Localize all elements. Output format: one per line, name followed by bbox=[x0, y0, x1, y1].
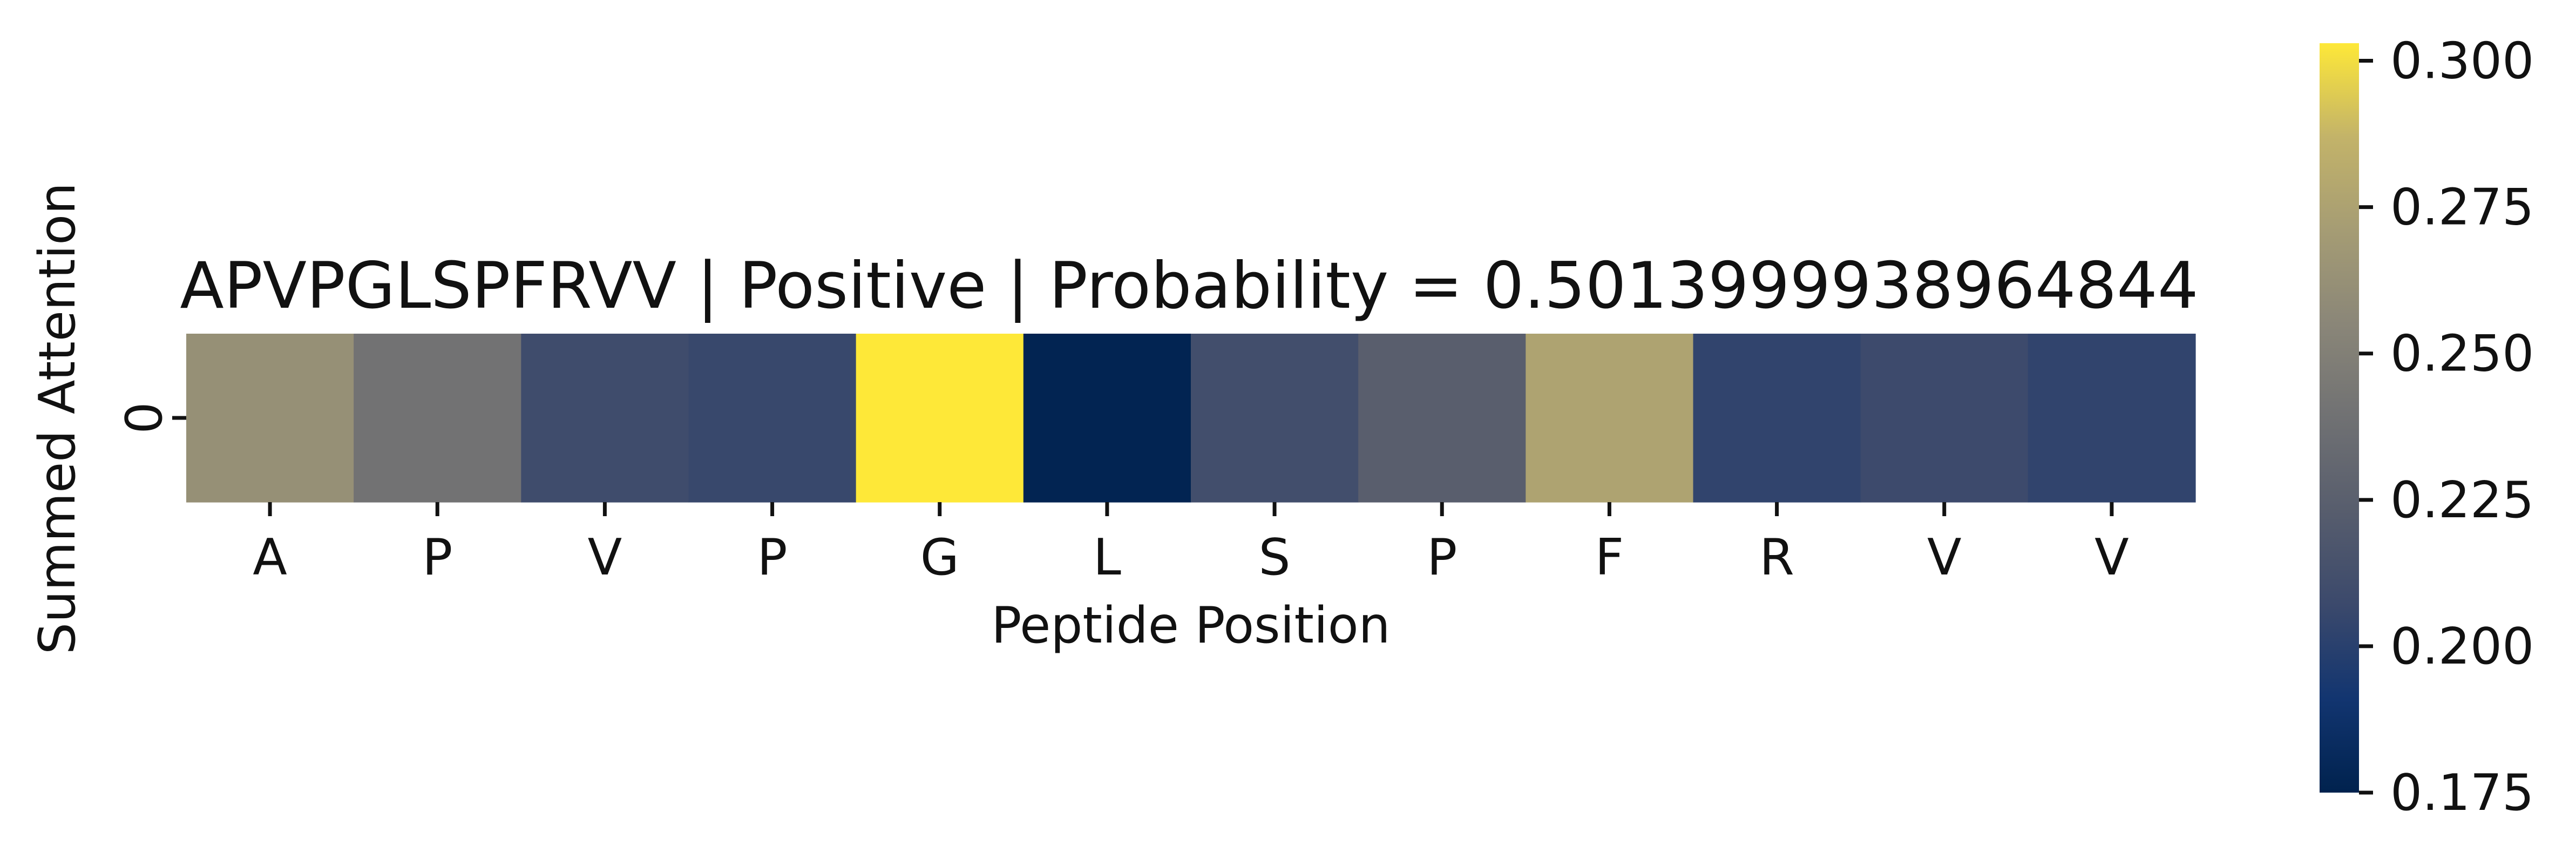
heatmap-cell bbox=[354, 334, 521, 503]
x-tick-label: A bbox=[253, 528, 287, 586]
x-tick-label: G bbox=[920, 528, 959, 586]
colorbar bbox=[2320, 43, 2359, 793]
x-tick-label: P bbox=[757, 528, 788, 586]
heatmap-cell bbox=[1693, 334, 1861, 503]
heatmap-cell bbox=[1860, 334, 2029, 503]
heatmap-cells bbox=[186, 334, 2196, 503]
x-tick-label: V bbox=[1927, 528, 1962, 586]
x-tick-label: V bbox=[588, 528, 622, 586]
y-axis-label: Summed Attention bbox=[28, 182, 86, 654]
heatmap-cell bbox=[521, 334, 689, 503]
x-axis-label: Peptide Position bbox=[991, 596, 1390, 654]
heatmap-cell bbox=[1191, 334, 1359, 503]
colorbar-tick-label: 0.200 bbox=[2390, 617, 2534, 675]
x-tick-label: F bbox=[1595, 528, 1624, 586]
colorbar-tick-label: 0.175 bbox=[2390, 763, 2534, 822]
colorbar-tick-label: 0.225 bbox=[2390, 471, 2534, 529]
colorbar-ticks: 0.175 0.200 0.225 0.250 0.275 0.300 bbox=[2359, 32, 2534, 822]
heatmap-cell bbox=[1023, 334, 1191, 503]
heatmap-cell bbox=[186, 334, 354, 503]
x-tick-label: R bbox=[1759, 528, 1794, 586]
x-tick-label: V bbox=[2094, 528, 2129, 586]
colorbar-tick-label: 0.250 bbox=[2390, 324, 2534, 383]
colorbar-tick-label: 0.275 bbox=[2390, 178, 2534, 236]
x-tick-label: P bbox=[422, 528, 452, 586]
x-tick-label: P bbox=[1427, 528, 1457, 586]
heatmap-cell bbox=[856, 334, 1024, 503]
heatmap-cell bbox=[688, 334, 857, 503]
heatmap-cell bbox=[1358, 334, 1526, 503]
x-tick-label: S bbox=[1259, 528, 1291, 586]
heatmap-cell bbox=[1526, 334, 1694, 503]
chart-title: APVPGLSPFRVV | Positive | Probability = … bbox=[180, 249, 2198, 323]
y-axis-ticks: 0 bbox=[115, 402, 186, 434]
colorbar-tick-label: 0.300 bbox=[2390, 32, 2534, 90]
x-tick-label: L bbox=[1093, 528, 1121, 586]
heatmap-cell bbox=[2028, 334, 2196, 503]
y-tick-label: 0 bbox=[115, 402, 173, 434]
